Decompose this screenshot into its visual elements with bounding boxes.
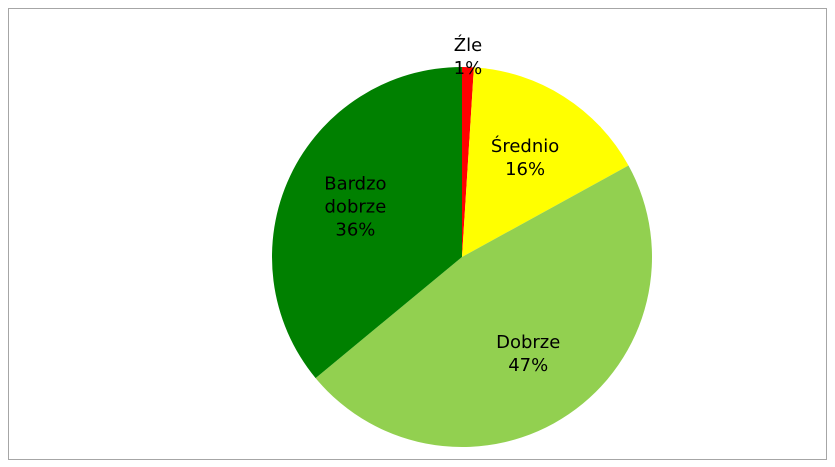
label-category: Źle [453, 35, 483, 57]
label-category: Dobrze [496, 332, 561, 354]
label-value: 36% [335, 219, 376, 241]
pie-slice [315, 165, 653, 448]
data-label: Źle 1% [420, 34, 516, 80]
pie-slice [271, 67, 462, 379]
label-category: Bardzo dobrze [324, 173, 387, 218]
pie-slice [462, 67, 474, 257]
chart-frame [8, 8, 827, 460]
pie-slice [462, 67, 629, 257]
data-label: Dobrze 47% [480, 331, 576, 377]
data-label: Bardzo dobrze 36% [307, 172, 403, 241]
label-value: 16% [505, 158, 546, 180]
label-value: 1% [453, 58, 483, 80]
data-label: Średnio 16% [477, 135, 573, 181]
label-value: 47% [508, 355, 549, 377]
label-category: Średnio [490, 135, 560, 157]
